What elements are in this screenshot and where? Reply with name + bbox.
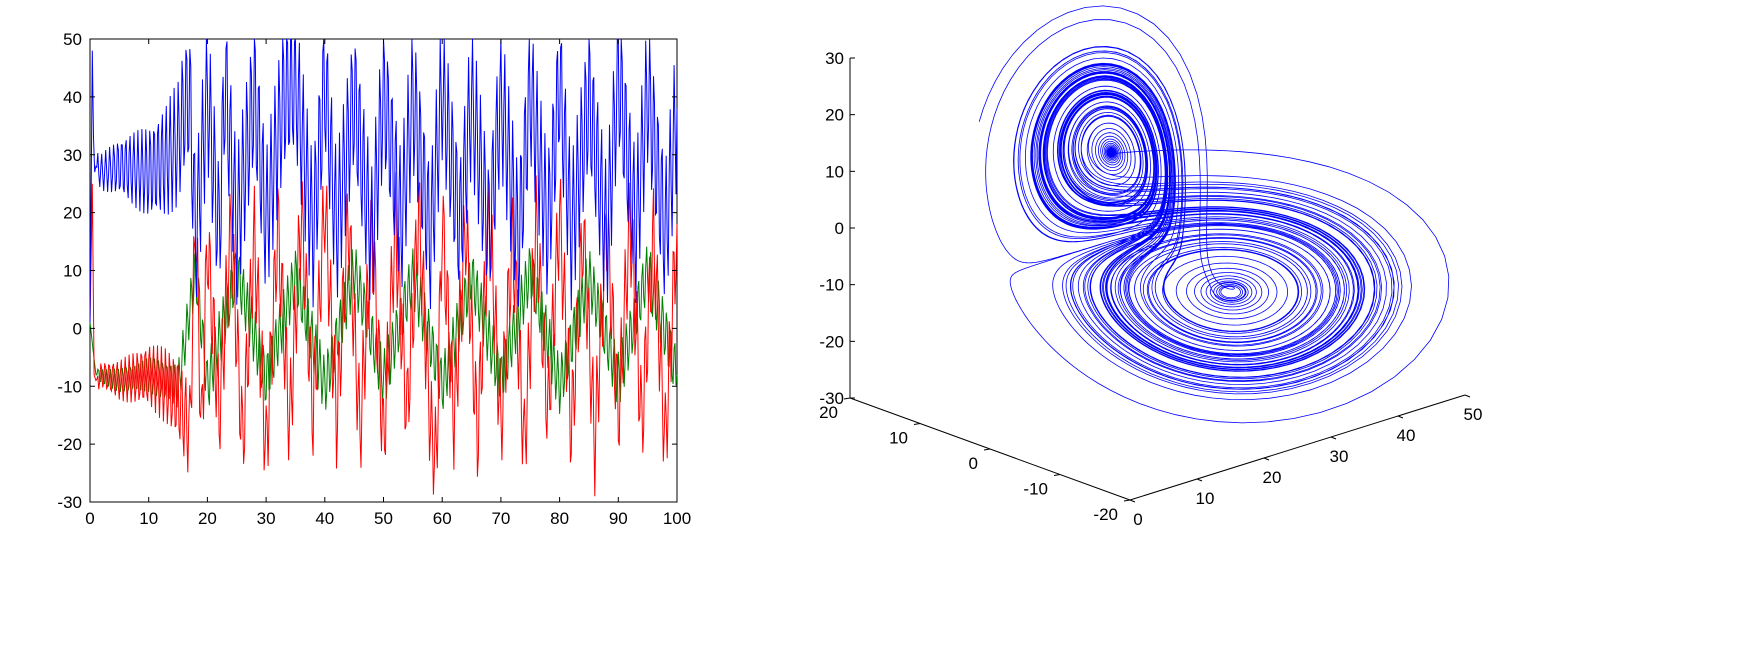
x-tick-label: 100: [663, 509, 691, 528]
x3d-tick-label: 10: [1196, 489, 1215, 508]
time-series-lines: [89, 38, 678, 497]
y3d-tick-label: 0: [969, 454, 978, 473]
x-tick-label: 10: [139, 509, 158, 528]
z3d-tick-label: 10: [825, 162, 844, 181]
x3d-tick-mark: [1464, 394, 1471, 398]
y-tick-label: 40: [63, 88, 82, 107]
y-tick-label: 0: [73, 319, 82, 338]
y-tick-label: -10: [57, 377, 82, 396]
x-tick-label: 0: [85, 509, 94, 528]
y-tick-label: -20: [57, 435, 82, 454]
x3d-tick-mark: [1397, 415, 1404, 419]
y-tick-label: -30: [57, 493, 82, 512]
x3d-tick-label: 30: [1330, 447, 1349, 466]
y3d-tick-label: -20: [1093, 505, 1118, 524]
x3d-tick-label: 20: [1263, 468, 1282, 487]
y-tick-label: 20: [63, 204, 82, 223]
y-tick-label: 30: [63, 146, 82, 165]
x3d-tick-label: 0: [1133, 510, 1142, 529]
y3d-tick-mark: [983, 448, 991, 451]
y3d-tick-label: 20: [819, 403, 838, 422]
x-tick-label: 40: [315, 509, 334, 528]
time-series-y-ticks: -30 -20 -10 0 10 20 30 40 50: [57, 30, 677, 512]
z3d-tick-label: -10: [819, 276, 844, 295]
y3d-tick-mark: [1053, 474, 1061, 476]
z3d-tick-label: 20: [825, 106, 844, 125]
x-tick-label: 70: [491, 509, 510, 528]
x3d-tick-mark: [1330, 436, 1337, 440]
y-tick-label: 10: [63, 262, 82, 281]
y3d-tick-label: 10: [889, 429, 908, 448]
x3d-tick-mark: [1196, 478, 1203, 482]
x-tick-label: 60: [433, 509, 452, 528]
y3d-tick-label: -10: [1023, 480, 1048, 499]
x3d-tick-mark: [1129, 499, 1136, 503]
z3d-tick-label: -20: [819, 332, 844, 351]
x-tick-label: 80: [550, 509, 569, 528]
attractor-curve: [978, 5, 1450, 424]
attractor-trajectory: [978, 5, 1450, 424]
y3d-tick-mark: [913, 423, 921, 425]
x3d-tick-label: 50: [1464, 405, 1483, 424]
x3d-tick-mark: [1263, 457, 1270, 461]
time-series-plot: 0 10 20 30 40 50 60 70 80 90 100 -30 -20 -10 0 10 20 30 4…: [57, 30, 691, 528]
x-tick-label: 20: [198, 509, 217, 528]
series-line-red: [89, 172, 678, 497]
y-tick-label: 50: [63, 30, 82, 49]
x-tick-label: 50: [374, 509, 393, 528]
y3d-tick-mark: [843, 397, 851, 400]
x-tick-label: 90: [609, 509, 628, 528]
z3d-tick-label: 0: [835, 219, 844, 238]
y3d-tick-mark: [1123, 499, 1131, 502]
x-axis-line: [1129, 394, 1466, 501]
time-series-x-ticks: 0 10 20 30 40 50 60 70 80 90 100: [85, 39, 691, 528]
z3d-tick-label: 30: [825, 49, 844, 68]
z3d-tick-label: -30: [819, 389, 844, 408]
x3d-tick-label: 40: [1397, 426, 1416, 445]
series-line-blue: [89, 38, 678, 323]
x-tick-label: 30: [257, 509, 276, 528]
